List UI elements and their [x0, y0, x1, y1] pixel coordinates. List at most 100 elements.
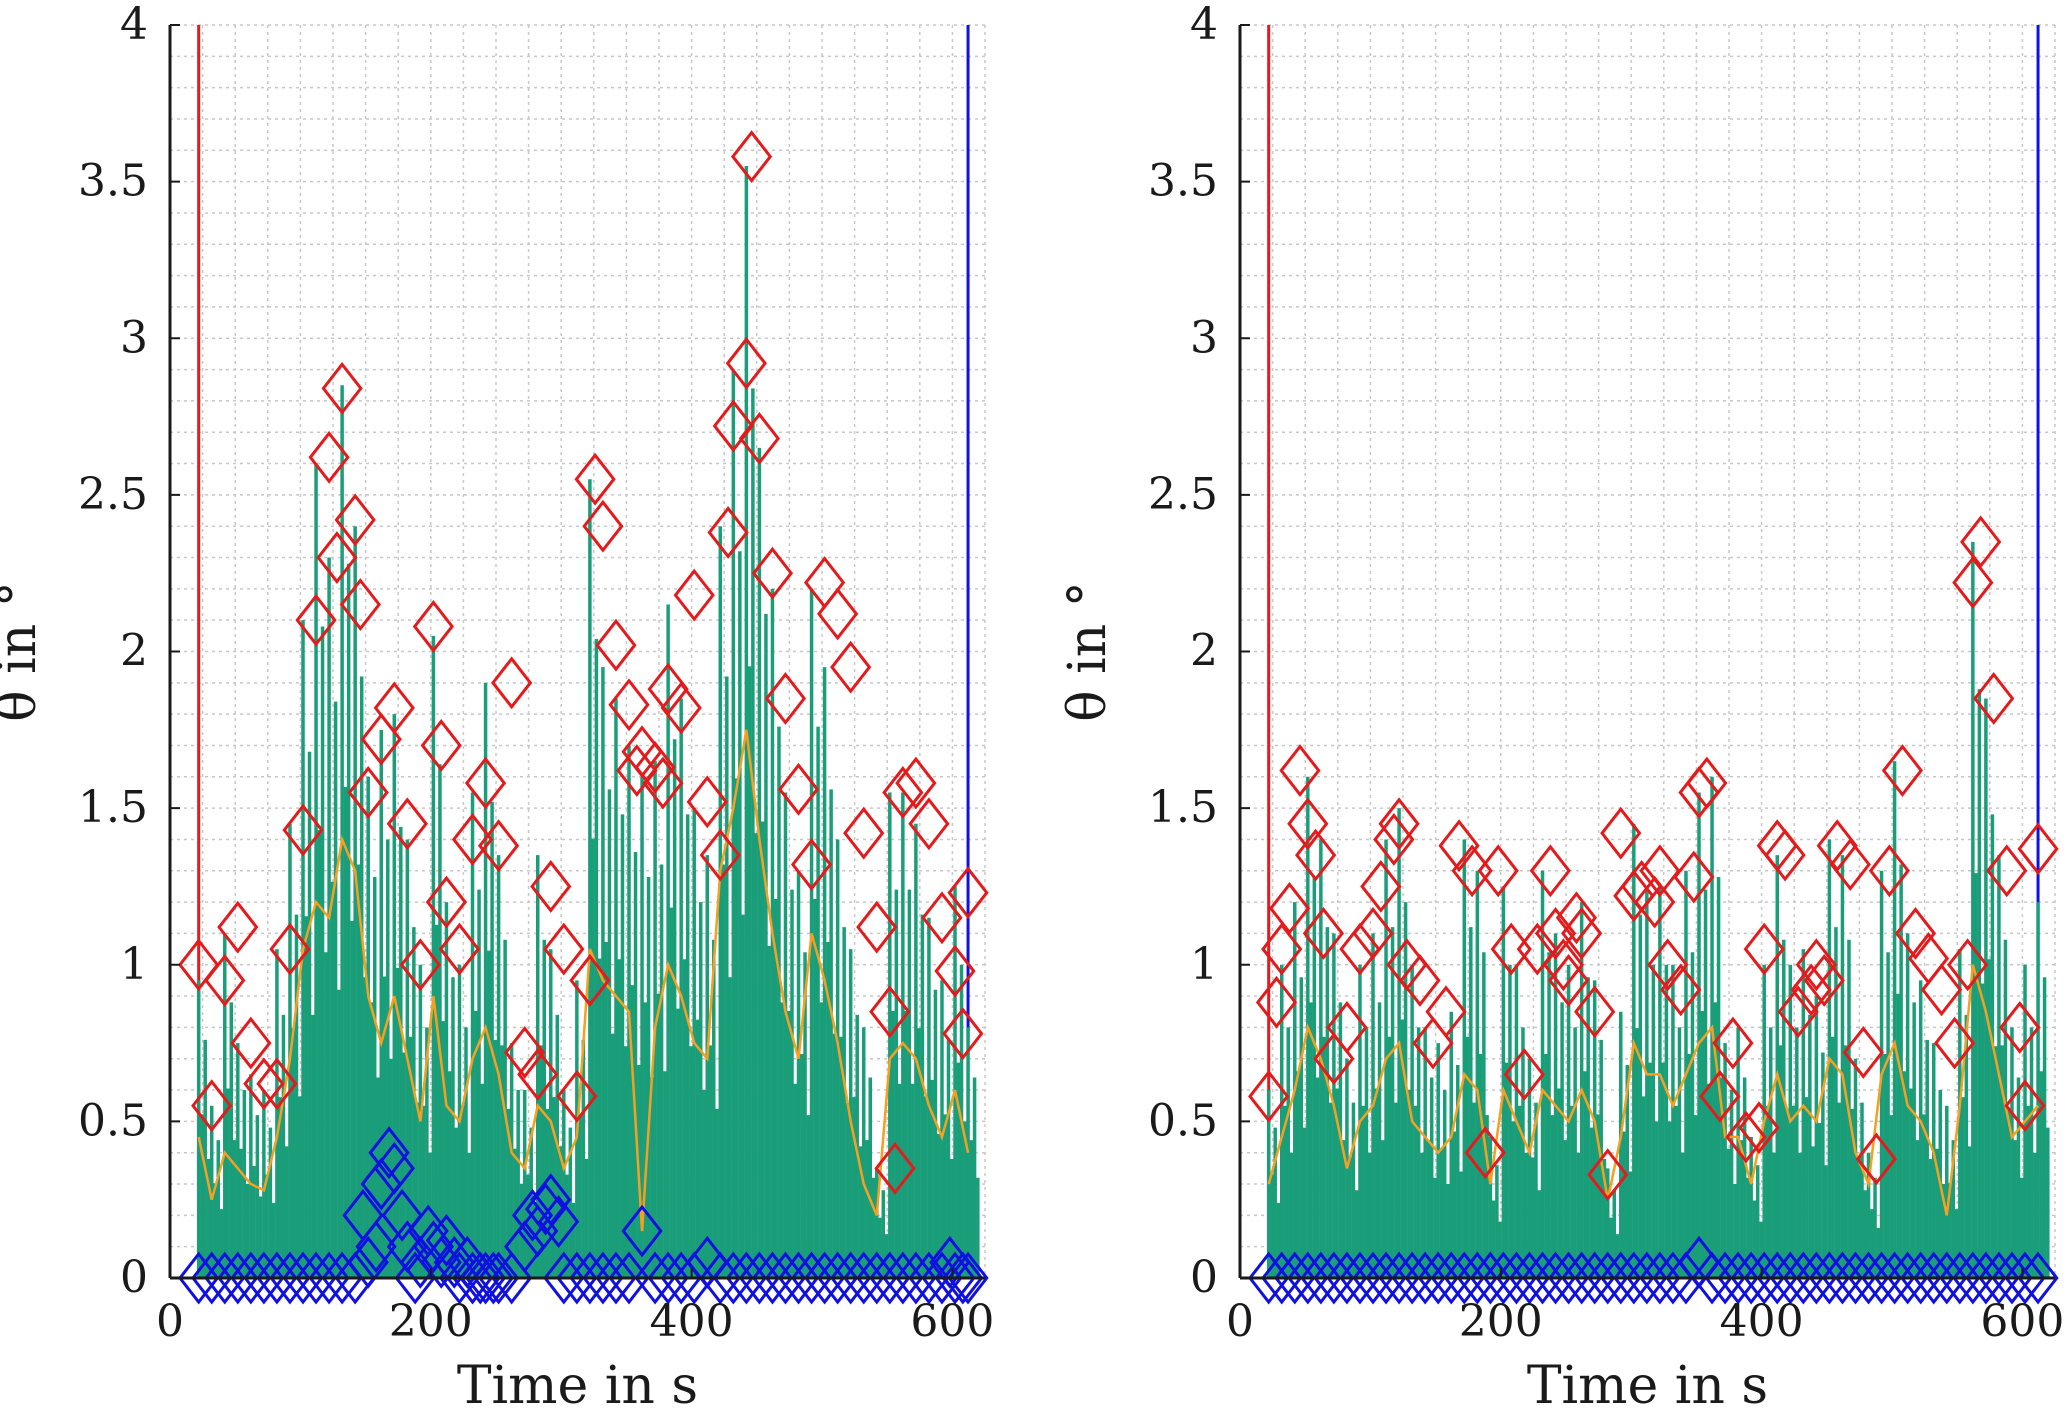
- right-y-tick-label: 2: [1190, 626, 1218, 677]
- left-peak-marker: [634, 740, 676, 794]
- right-y-tick-label: 3.5: [1148, 156, 1218, 207]
- left-trough-marker: [459, 1251, 501, 1305]
- right-y-tick-label: 0: [1190, 1252, 1218, 1303]
- left-peak-marker: [738, 412, 781, 465]
- left-peak-marker: [934, 944, 976, 998]
- right-peak-marker: [1986, 844, 2028, 898]
- left-x-tick-label: 400: [650, 1296, 734, 1347]
- left-trough-marker: [942, 1251, 984, 1305]
- left-peak-marker: [642, 756, 684, 810]
- right-peak-marker: [1425, 985, 1467, 1039]
- right-peak-marker: [1842, 1026, 1884, 1079]
- left-peak-marker: [595, 618, 637, 672]
- left-peak-marker: [608, 678, 650, 732]
- right-y-axis-label: θ in °: [1058, 581, 1118, 722]
- left-peak-marker: [686, 775, 728, 829]
- right-peak-marker: [1529, 844, 1571, 898]
- left-peak-marker: [464, 756, 507, 810]
- left-peak-marker: [321, 361, 363, 415]
- left-peak-marker: [699, 828, 741, 882]
- right-peak-marker: [1555, 891, 1598, 945]
- right-peak-marker: [1678, 766, 1720, 819]
- right-x-tick-label: 0: [1226, 1296, 1254, 1347]
- left-peak-marker: [269, 922, 311, 976]
- left-x-tick-label: 0: [156, 1296, 184, 1347]
- left-peak-marker: [947, 866, 989, 920]
- right-peak-marker: [1947, 938, 1989, 992]
- right-peak-marker: [1268, 881, 1311, 935]
- left-y-tick-label: 0: [120, 1252, 148, 1303]
- right-x-tick-label: 400: [1720, 1296, 1804, 1347]
- left-peak-marker: [373, 681, 415, 735]
- left-peak-marker: [438, 922, 481, 976]
- left-trough-marker: [334, 1251, 376, 1305]
- left-peak-marker: [569, 953, 611, 1007]
- right-peak-marker: [1816, 819, 1858, 873]
- left-peak-marker: [530, 859, 572, 913]
- right-peak-marker: [2017, 822, 2059, 876]
- left-peak-marker: [777, 762, 820, 816]
- left-peak-marker: [942, 1007, 984, 1061]
- right-peak-marker: [1952, 556, 1994, 610]
- left-y-tick-label: 1.5: [78, 782, 148, 833]
- left-peak-marker: [504, 1026, 546, 1079]
- left-peak-marker: [204, 953, 246, 1007]
- right-peak-marker: [1894, 906, 1937, 960]
- left-axes: 0 0.5 1 1.5 2 2.5 3 3.5 4 0 200 400 600: [78, 0, 994, 1347]
- left-peak-marker: [895, 756, 937, 810]
- left-trough-marker: [477, 1251, 520, 1305]
- right-peak-marker: [1743, 922, 1785, 976]
- left-y-tick-label: 0.5: [78, 1095, 148, 1146]
- left-trough-marker: [511, 1188, 554, 1242]
- left-trough-marker: [621, 1204, 663, 1258]
- left-plot-panel: 0 0.5 1 1.5 2 2.5 3 3.5 4 0 200 400 600 Time in s θ …: [0, 0, 994, 1416]
- left-peak-marker: [843, 806, 885, 860]
- left-x-tick-label: 600: [910, 1296, 994, 1347]
- left-trough-marker: [595, 1251, 637, 1305]
- left-trough-marker: [399, 1235, 441, 1289]
- left-peak-marker: [673, 568, 715, 622]
- left-peak-marker: [491, 656, 533, 710]
- left-trough-marker: [381, 1188, 423, 1242]
- left-trough-marker: [537, 1195, 580, 1249]
- right-y-tick-label: 2.5: [1148, 469, 1218, 520]
- left-peak-marker: [543, 922, 585, 976]
- left-peak-marker: [517, 1047, 559, 1101]
- left-peak-marker: [339, 578, 382, 631]
- right-peak-marker: [1279, 744, 1321, 797]
- left-trough-marker: [368, 1126, 410, 1180]
- left-peak-marker: [830, 640, 872, 694]
- right-mean-line: [1267, 964, 2040, 1216]
- left-peak-marker: [725, 336, 767, 390]
- right-peak-marker: [1712, 1016, 1754, 1070]
- left-peak-marker: [751, 546, 794, 600]
- left-y-tick-label: 1: [120, 939, 148, 990]
- left-peak-marker: [856, 900, 898, 954]
- right-peak-marker: [1287, 797, 1329, 851]
- left-peak-marker: [730, 130, 773, 184]
- left-peak-marker: [556, 1069, 598, 1123]
- left-trough-marker: [355, 1220, 397, 1274]
- left-peak-marker: [908, 797, 950, 851]
- right-trough-marker: [2004, 1251, 2046, 1305]
- left-peak-marker: [874, 1141, 916, 1195]
- right-x-tick-label: 600: [1980, 1296, 2064, 1347]
- left-peak-marker: [217, 900, 259, 954]
- left-y-tick-label: 2.5: [78, 469, 148, 520]
- left-trough-marker: [433, 1235, 475, 1289]
- left-peak-marker: [574, 452, 616, 506]
- left-x-tick-label: 200: [389, 1296, 473, 1347]
- right-peak-marker: [1829, 838, 1871, 891]
- right-plot-area: [1248, 25, 2059, 1305]
- right-y-tick-label: 0.5: [1148, 1095, 1218, 1146]
- right-peak-marker: [1574, 985, 1616, 1039]
- right-peak-marker: [1255, 975, 1298, 1029]
- left-trough-marker: [472, 1251, 515, 1305]
- right-peak-marker: [1725, 1110, 1767, 1164]
- left-peak-marker: [191, 1079, 233, 1133]
- left-peak-marker: [882, 766, 924, 819]
- left-trough-marker: [947, 1251, 989, 1305]
- left-trough-marker: [412, 1220, 455, 1274]
- left-peak-marker: [660, 681, 702, 735]
- right-peak-marker: [1647, 938, 1689, 992]
